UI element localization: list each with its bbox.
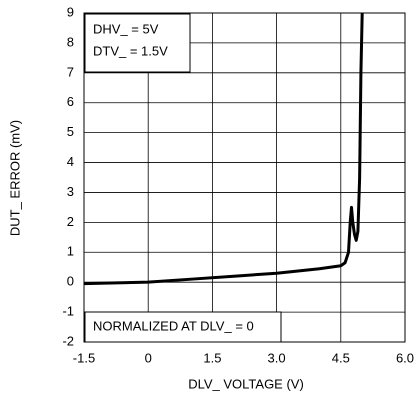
annotation: NORMALIZED AT DLV_ = 0: [93, 318, 254, 333]
x-tick-label: 1.5: [203, 350, 221, 365]
y-axis-label: DUT_ ERROR (mV): [7, 120, 22, 236]
legend-box: [84, 13, 191, 73]
y-tick-label: 5: [67, 124, 74, 139]
note-box: [84, 311, 282, 343]
y-tick-label: 2: [67, 214, 74, 229]
y-tick-label: 7: [67, 64, 74, 79]
y-tick-label: 4: [67, 154, 74, 169]
y-tick-label: 6: [67, 94, 74, 109]
y-tick-label: 9: [67, 4, 74, 19]
x-tick-label: 3.0: [268, 350, 286, 365]
annotation: DTV_ = 1.5V: [93, 43, 168, 58]
plot-frame: [83, 12, 406, 343]
y-tick-label: 0: [67, 274, 74, 289]
data-line: [83, 12, 364, 286]
y-tick-label: 1: [67, 244, 74, 259]
annotation: DHV_ = 5V: [93, 21, 159, 36]
x-tick-label: 0: [145, 350, 152, 365]
y-tick-label: 8: [67, 34, 74, 49]
y-tick-label: -1: [62, 304, 74, 319]
y-tick-label: -2: [62, 333, 74, 348]
x-tick-label: -1.5: [73, 350, 95, 365]
x-tick-label: 6.0: [396, 350, 414, 365]
x-axis-label: DLV_ VOLTAGE (V): [188, 376, 304, 391]
x-tick-label: 4.5: [332, 350, 350, 365]
y-tick-label: 3: [67, 184, 74, 199]
